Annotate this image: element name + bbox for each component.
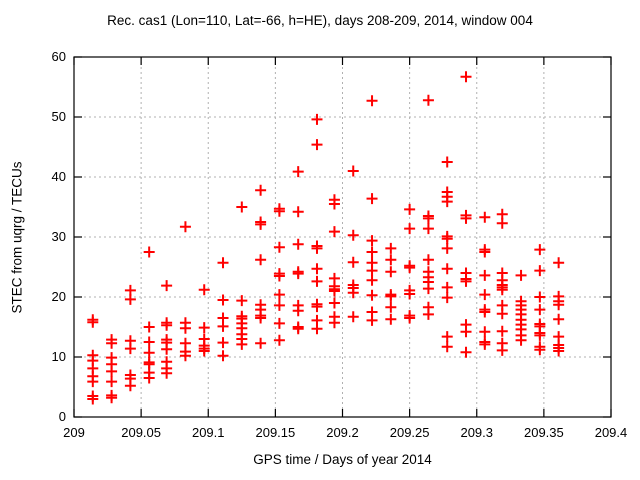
x-tick-label: 209.1 (191, 425, 225, 440)
x-tick-label: 209.05 (121, 425, 161, 440)
x-tick-label: 209.2 (326, 425, 359, 440)
y-tick-label: 0 (58, 409, 66, 424)
y-tick-label: 10 (51, 349, 66, 364)
y-axis-label: STEC from uqrg / TECUs (9, 161, 25, 314)
x-tick-label: 209.35 (523, 425, 564, 440)
y-tick-label: 20 (51, 289, 66, 304)
x-tick-label: 209.3 (460, 425, 494, 440)
chart-title: Rec. cas1 (Lon=110, Lat=-66, h=HE), days… (107, 13, 533, 28)
y-tick-label: 40 (51, 169, 66, 184)
x-tick-label: 209 (63, 425, 85, 440)
x-tick-label: 209.15 (255, 425, 296, 440)
y-tick-label: 60 (51, 49, 66, 64)
y-tick-label: 30 (51, 229, 66, 244)
x-tick-label: 209.4 (594, 425, 628, 440)
y-tick-label: 50 (51, 109, 66, 124)
x-axis-label: GPS time / Days of year 2014 (253, 452, 432, 467)
x-tick-label: 209.25 (389, 425, 430, 440)
